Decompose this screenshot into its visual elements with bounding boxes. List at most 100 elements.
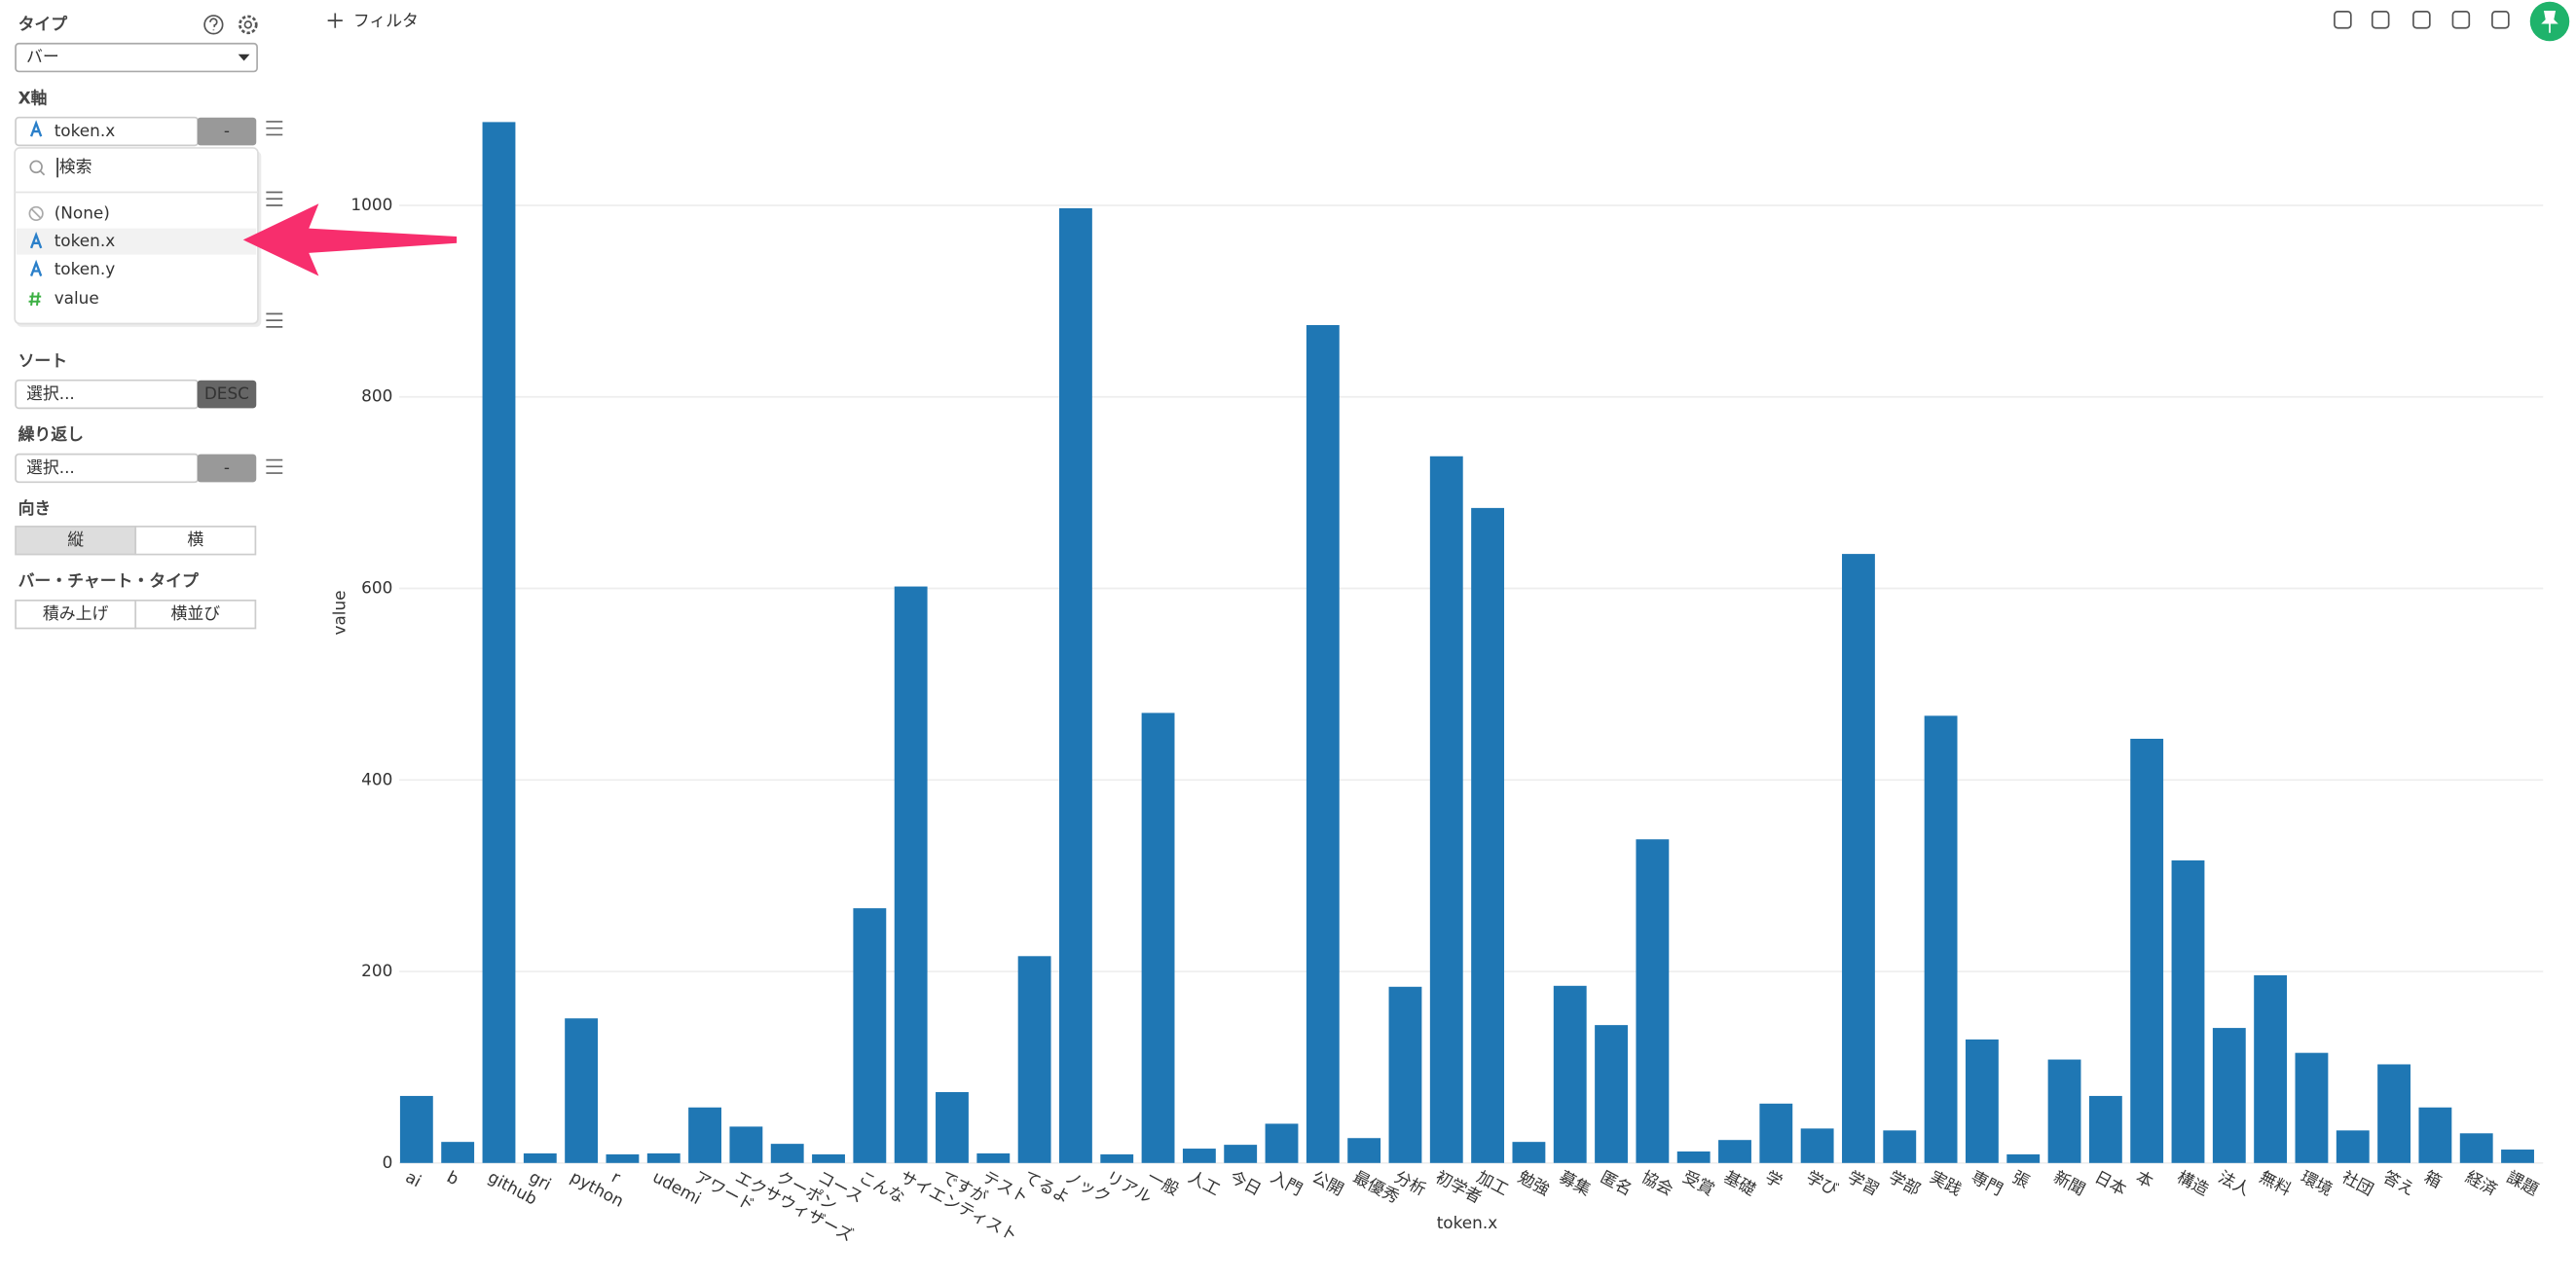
toggle-label: 縦 (67, 530, 84, 549)
filter-button[interactable]: フィルタ (353, 11, 419, 30)
type-value: バー (26, 47, 59, 66)
sort-button[interactable] (197, 380, 257, 409)
bar (770, 1144, 804, 1163)
toggle-button[interactable] (15, 526, 137, 556)
bar (1224, 1145, 1258, 1163)
y-axis-label: value (329, 590, 349, 635)
dropdown-option[interactable]: (None) (55, 202, 110, 222)
axis-button-label: - (224, 121, 230, 140)
bar (2336, 1130, 2370, 1163)
x-axis-label: token.x (1437, 1213, 1498, 1232)
y-tick-label: 0 (383, 1152, 393, 1172)
toggle-button[interactable] (134, 526, 257, 556)
bar (812, 1153, 845, 1163)
bar (1965, 1039, 1999, 1163)
bar (2459, 1133, 2493, 1163)
settings-icon[interactable] (239, 15, 258, 35)
bar (729, 1126, 763, 1163)
dropdown-option[interactable]: token.y (55, 259, 116, 278)
field-label: タイプ (18, 14, 68, 33)
string-icon (29, 232, 43, 249)
y-tick-label: 200 (361, 961, 392, 980)
bar (1924, 715, 1958, 1163)
number-icon (28, 292, 42, 307)
bar (1842, 554, 1875, 1163)
bar (1512, 1142, 1546, 1163)
bar (1058, 207, 1092, 1163)
y-tick-label: 800 (361, 386, 392, 406)
bar (1800, 1128, 1834, 1163)
bar (1676, 1151, 1711, 1163)
bar (853, 908, 887, 1163)
bar (1883, 1130, 1917, 1163)
search-input[interactable]: 検索 (59, 157, 92, 176)
y-tick-label: 1000 (350, 195, 392, 214)
bar (1553, 985, 1587, 1163)
bar (2006, 1153, 2041, 1163)
toggle-button[interactable] (134, 599, 257, 630)
bar (523, 1152, 557, 1163)
dropdown-option[interactable]: token.x (55, 231, 116, 250)
toggle-label: 積み上げ (43, 603, 109, 623)
bar (2501, 1150, 2534, 1163)
bar (1017, 956, 1051, 1163)
type-select[interactable] (15, 42, 258, 73)
bar (1636, 839, 1670, 1163)
toolbar-icon[interactable] (2491, 11, 2510, 29)
bar (2047, 1059, 2081, 1163)
toolbar-icon[interactable] (2412, 11, 2431, 29)
bar (1471, 507, 1505, 1163)
field-label: 繰り返し (18, 424, 84, 444)
bar (1388, 986, 1422, 1163)
bar (399, 1095, 433, 1163)
toggle-button[interactable] (15, 599, 137, 630)
field-label: X軸 (18, 88, 48, 107)
help-icon[interactable] (203, 15, 224, 35)
bar (1265, 1123, 1299, 1163)
field-label: 向き (18, 498, 52, 518)
bar (1141, 713, 1175, 1163)
help-mark (209, 18, 218, 31)
bar (1347, 1138, 1381, 1163)
toggle-label: 横並び (171, 603, 221, 623)
plus-icon (327, 13, 343, 28)
option-highlight (16, 228, 257, 255)
settings-hub (243, 20, 253, 29)
pin-icon (2541, 11, 2558, 33)
bar (2088, 1095, 2122, 1163)
y-tick-label: 400 (361, 769, 392, 788)
bar (2295, 1052, 2329, 1163)
dropdown-option[interactable]: value (55, 288, 99, 308)
bar (976, 1152, 1011, 1163)
bar (688, 1107, 721, 1163)
field-label: ソート (18, 350, 68, 370)
bar (894, 586, 928, 1163)
annotation-arrow (242, 203, 458, 276)
select-value: token.x (55, 121, 116, 140)
toolbar-icon[interactable] (2371, 11, 2390, 29)
bar (646, 1152, 681, 1163)
select-value: 選択... (26, 384, 75, 403)
none-icon (28, 205, 44, 222)
bar (1595, 1025, 1628, 1163)
select-value: 選択... (26, 457, 75, 477)
toolbar-icon[interactable] (2334, 11, 2352, 29)
toolbar-icon[interactable] (2451, 11, 2471, 29)
string-icon (29, 259, 43, 276)
bar (2212, 1028, 2246, 1163)
bar (1100, 1153, 1134, 1163)
repeat-button[interactable] (197, 454, 257, 483)
bar (1759, 1103, 1793, 1163)
bar (482, 122, 516, 1163)
caret (238, 54, 250, 61)
bar (1306, 324, 1340, 1163)
bar (2130, 738, 2164, 1163)
bar (2377, 1064, 2411, 1163)
axis-button[interactable] (197, 117, 257, 146)
bar (936, 1092, 969, 1163)
bar (565, 1018, 599, 1163)
search-icon (29, 160, 43, 174)
bar (441, 1142, 475, 1163)
bar (606, 1153, 640, 1163)
toggle-label: 横 (187, 530, 203, 549)
